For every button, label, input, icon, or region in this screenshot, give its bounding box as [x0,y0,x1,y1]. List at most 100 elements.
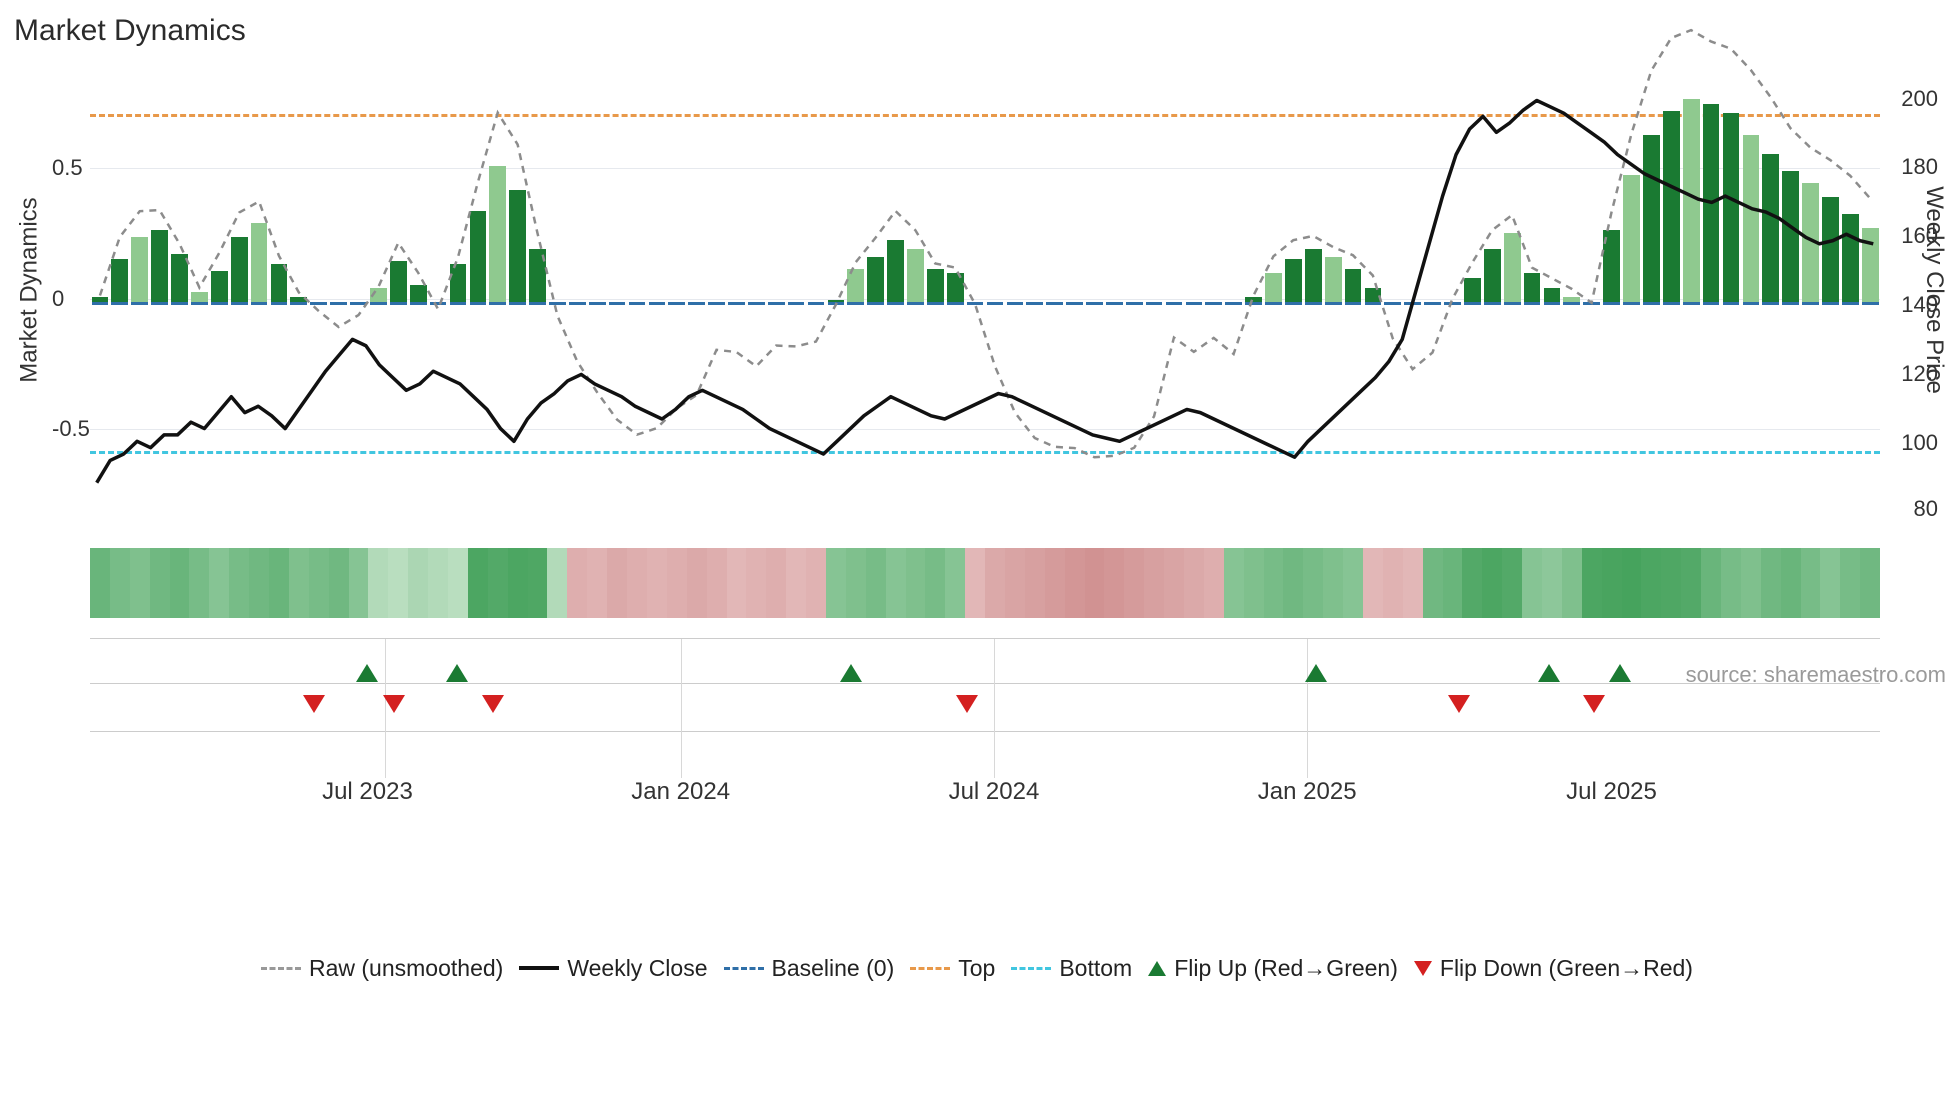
legend: Raw (unsmoothed) Weekly Close Baseline (0)… [0,938,1960,998]
flip-down-marker[interactable] [303,695,325,713]
flip-up-marker[interactable] [1609,664,1631,682]
flip-up-marker[interactable] [840,664,862,682]
strip-cell [150,548,170,618]
xaxis-tick-label: Jul 2023 [322,778,413,806]
weekly-close-line [90,75,1880,505]
strip-cell [906,548,926,618]
left-axis-label: Market Dynamics [10,75,50,505]
strip-cell [1681,548,1701,618]
strip-cell [309,548,329,618]
flip-down-marker[interactable] [482,695,504,713]
strip-cell [1283,548,1303,618]
flip-down-marker[interactable] [1583,695,1605,713]
strip-cell [965,548,985,618]
strip-cell [1383,548,1403,618]
strip-cell [249,548,269,618]
strip-cell [727,548,747,618]
strip-cell [1582,548,1602,618]
strip-cell [1482,548,1502,618]
strip-cell [945,548,965,618]
flip-divider-line [90,683,1880,684]
strip-cell [1065,548,1085,618]
strip-cell [587,548,607,618]
strip-cell [786,548,806,618]
ytick-left-neg0-5: -0.5 [52,416,90,442]
strip-cell [1144,548,1164,618]
strip-cell [1661,548,1681,618]
strip-cell [985,548,1005,618]
xaxis-tick-label: Jul 2024 [949,778,1040,806]
strip-cell [826,548,846,618]
flip-down-marker[interactable] [956,695,978,713]
strip-cell [1303,548,1323,618]
flip-up-marker[interactable] [446,664,468,682]
strip-cell [1005,548,1025,618]
strip-cell [1622,548,1642,618]
strip-cell [567,548,587,618]
strip-cell [886,548,906,618]
strip-cell [1184,548,1204,618]
plot-area: 0.5 0 -0.5 200 180 160 140 120 100 80 [90,75,1880,505]
strip-cell [1840,548,1860,618]
flip-down-marker[interactable] [383,695,405,713]
strip-cell [1403,548,1423,618]
legend-label: Raw (unsmoothed) [309,955,503,982]
strip-cell [1522,548,1542,618]
strip-cell [468,548,488,618]
strip-cell [547,548,567,618]
strip-cell [667,548,687,618]
xaxis-labels-container: Jul 2023 Jan 2024 Jul 2024 Jan 2025 Jul 2025 [90,778,1880,818]
flip-up-marker[interactable] [356,664,378,682]
strip-cell [1104,548,1124,618]
ytick-left-0: 0 [52,286,64,312]
strip-cell [1045,548,1065,618]
xaxis-tick-label: Jul 2025 [1566,778,1657,806]
strip-cell [349,548,369,618]
strip-cell [806,548,826,618]
strip-cell [1781,548,1801,618]
flip-up-marker[interactable] [1538,664,1560,682]
strip-cell [289,548,309,618]
flip-down-marker[interactable] [1448,695,1470,713]
strip-cell [508,548,528,618]
legend-label: Weekly Close [567,955,707,982]
strip-cell [209,548,229,618]
strip-cell [1224,548,1244,618]
flip-up-marker[interactable] [1305,664,1327,682]
strip-cell [229,548,249,618]
strip-cell [488,548,508,618]
right-axis-label: Weekly Close Price [1914,75,1954,505]
flip-vline-3 [994,639,995,778]
flip-down-icon [1414,961,1432,976]
strip-cell [1443,548,1463,618]
legend-item-dashed-gray: Raw (unsmoothed) [261,955,503,982]
legend-item-dashed-orange: Top [910,955,995,982]
strip-cell [687,548,707,618]
strip-cell [1244,548,1264,618]
strip-cell [766,548,786,618]
strip-cell [110,548,130,618]
ytick-left-0-5: 0.5 [52,155,83,181]
strip-cell [1701,548,1721,618]
chart-title: Market Dynamics [14,14,246,48]
legend-line-swatch [910,967,950,970]
strip-cell [1124,548,1144,618]
flip-vline-2 [681,639,682,778]
strip-cell [1860,548,1880,618]
strip-cell [1502,548,1522,618]
strip-cell [1025,548,1045,618]
strip-cell [1801,548,1821,618]
strip-cell [1264,548,1284,618]
strip-cell [1562,548,1582,618]
chart-root: Market Dynamics 0.5 0 -0.5 200 180 160 1… [0,0,1960,1102]
strip-cell [1721,548,1741,618]
strip-cell [1363,548,1383,618]
strip-cell [90,548,110,618]
strip-cell [1164,548,1184,618]
source-label: source: sharemaestro.com [1686,662,1946,688]
strip-cell [607,548,627,618]
strip-cell [329,548,349,618]
legend-label: Flip Down (Green→Red) [1440,955,1693,982]
strip-cell [846,548,866,618]
legend-line-swatch [261,967,301,970]
